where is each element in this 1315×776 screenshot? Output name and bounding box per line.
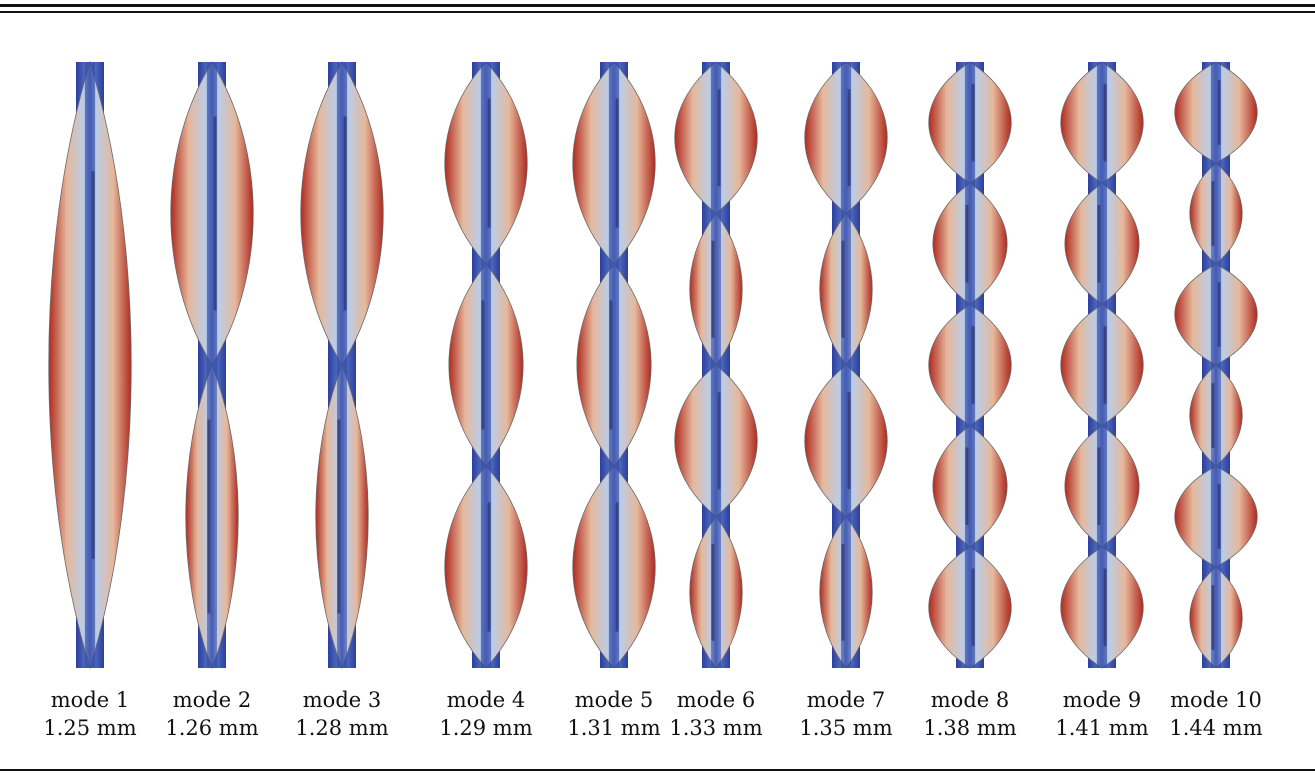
- mode-label: mode 6: [676, 688, 756, 712]
- mode-value: 1.25 mm: [43, 716, 137, 740]
- mode-value: 1.28 mm: [295, 716, 389, 740]
- beam-ribbon: [841, 62, 851, 668]
- mode-value: 1.26 mm: [165, 716, 259, 740]
- beam-ribbon: [609, 62, 619, 668]
- beam-ribbon: [1211, 62, 1221, 668]
- beam-ribbon: [1097, 62, 1107, 668]
- mode-label: mode 3: [302, 688, 382, 712]
- mode-shape-4: [444, 61, 528, 669]
- mode-value: 1.41 mm: [1055, 716, 1149, 740]
- mode-shape-10: [1174, 61, 1258, 669]
- caption-mode-7: mode 7 1.35 mm: [781, 686, 911, 742]
- mode-value: 1.31 mm: [567, 716, 661, 740]
- top-rule-thick: [0, 4, 1315, 7]
- caption-mode-2: mode 2 1.26 mm: [147, 686, 277, 742]
- mode-shape-7: [804, 61, 888, 669]
- caption-mode-5: mode 5 1.31 mm: [549, 686, 679, 742]
- mode-value: 1.44 mm: [1169, 716, 1263, 740]
- mode-shape-6: [674, 61, 758, 669]
- mode-value: 1.33 mm: [669, 716, 763, 740]
- beam-ribbon: [337, 62, 347, 668]
- caption-mode-9: mode 9 1.41 mm: [1037, 686, 1167, 742]
- mode-shape-3: [300, 61, 384, 670]
- caption-mode-8: mode 8 1.38 mm: [905, 686, 1035, 742]
- top-rule-thin: [0, 11, 1315, 13]
- caption-mode-1: mode 1 1.25 mm: [25, 686, 155, 742]
- beam-ribbon: [965, 62, 975, 668]
- mode-value: 1.38 mm: [923, 716, 1017, 740]
- caption-mode-10: mode 10 1.44 mm: [1151, 686, 1281, 742]
- mode-shape-8: [928, 61, 1012, 669]
- mode-label: mode 10: [1170, 688, 1262, 712]
- mode-shape-5: [572, 61, 656, 669]
- mode-label: mode 2: [172, 688, 252, 712]
- bottom-rule: [0, 769, 1315, 771]
- beam-ribbon: [481, 62, 491, 668]
- caption-mode-4: mode 4 1.29 mm: [421, 686, 551, 742]
- mode-label: mode 7: [806, 688, 886, 712]
- caption-mode-6: mode 6 1.33 mm: [651, 686, 781, 742]
- beam-ribbon: [207, 62, 217, 668]
- beam-ribbon: [85, 62, 95, 668]
- mode-value: 1.29 mm: [439, 716, 533, 740]
- mode-shape-1: [48, 60, 132, 670]
- mode-label: mode 8: [930, 688, 1010, 712]
- mode-value: 1.35 mm: [799, 716, 893, 740]
- mode-label: mode 1: [50, 688, 130, 712]
- mode-shape-2: [170, 61, 254, 670]
- mode-label: mode 4: [446, 688, 526, 712]
- mode-label: mode 5: [574, 688, 654, 712]
- mode-shape-9: [1060, 61, 1144, 669]
- mode-label: mode 9: [1062, 688, 1142, 712]
- caption-mode-3: mode 3 1.28 mm: [277, 686, 407, 742]
- beam-ribbon: [711, 62, 721, 668]
